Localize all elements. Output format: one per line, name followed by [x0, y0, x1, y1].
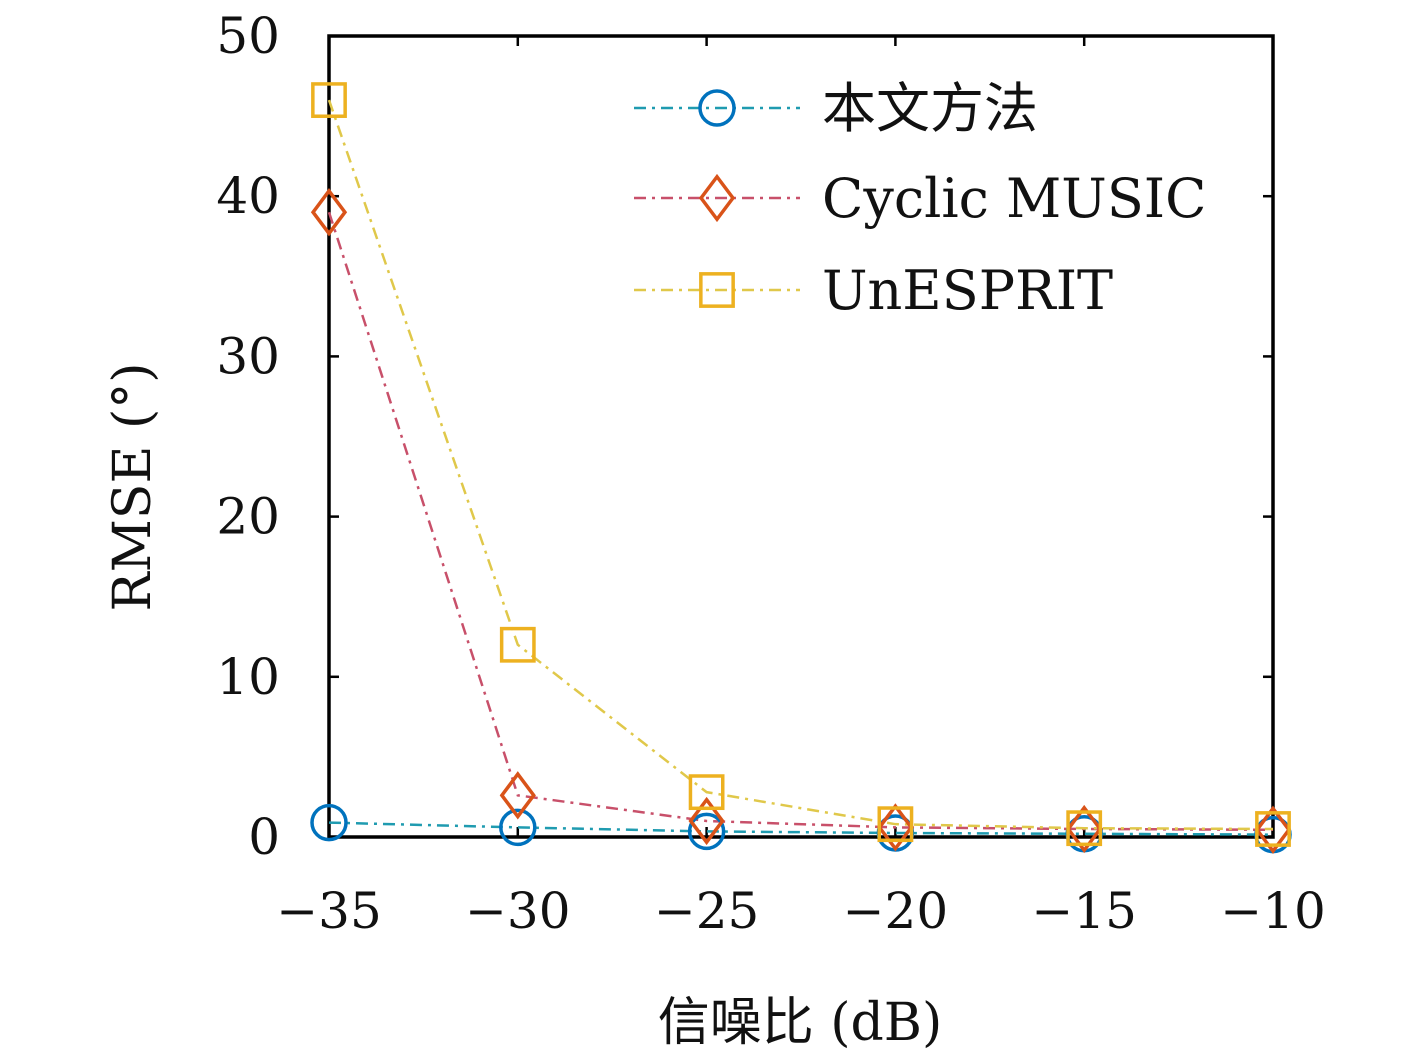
data-point — [688, 796, 725, 846]
legend-marker — [698, 89, 736, 127]
series-line — [327, 99, 1274, 831]
legend-entry: UnESPRIT — [634, 259, 1113, 322]
series-markers-2 — [311, 82, 1291, 847]
data-point — [877, 803, 914, 852]
legend-entry: 本文方法 — [634, 77, 1038, 140]
x-tick-label: −10 — [1220, 882, 1326, 940]
data-point — [499, 808, 537, 847]
legend-label: UnESPRIT — [822, 259, 1113, 322]
series-line — [327, 211, 1274, 832]
data-point — [877, 806, 914, 843]
x-axis-label: 信噪比 (dB) — [658, 993, 943, 1053]
y-axis-label: RMSE (°) — [103, 362, 163, 611]
y-axis-ticks: 0 10 20 30 40 50 — [216, 7, 1273, 866]
series-2 — [327, 99, 1274, 831]
data-point — [499, 626, 536, 663]
legend-entry: Cyclic MUSIC — [634, 167, 1206, 230]
y-tick-label: 50 — [216, 7, 280, 65]
plot-frame — [327, 34, 1275, 839]
x-tick-label: −20 — [843, 882, 949, 940]
y-tick-label: 30 — [216, 327, 280, 385]
x-tick-label: −35 — [276, 882, 382, 940]
series-0 — [328, 821, 1274, 836]
y-tick-label: 40 — [216, 167, 280, 225]
data-point — [687, 812, 726, 851]
x-tick-label: −30 — [465, 882, 571, 940]
data-point — [1254, 805, 1292, 854]
series-markers-1 — [310, 188, 1292, 854]
y-tick-label: 20 — [216, 488, 280, 546]
legend-label: Cyclic MUSIC — [822, 167, 1206, 230]
x-axis-ticks: −35 −30 −25 −20 −15 −10 — [276, 36, 1326, 940]
series-line — [328, 821, 1274, 836]
data-point — [311, 82, 347, 118]
x-tick-label: −15 — [1031, 882, 1137, 940]
data-point — [1066, 804, 1103, 854]
y-tick-label: 10 — [216, 648, 280, 706]
y-tick-label: 0 — [248, 808, 280, 866]
legend-label: 本文方法 — [822, 77, 1038, 140]
plot-area — [327, 34, 1275, 839]
series-layer — [310, 82, 1292, 854]
series-1 — [327, 211, 1274, 832]
data-point — [688, 774, 725, 811]
data-point — [310, 188, 348, 237]
data-point — [1255, 811, 1291, 847]
x-tick-label: −25 — [654, 882, 760, 940]
data-point — [499, 771, 536, 820]
data-point — [310, 803, 348, 842]
legend-marker — [698, 173, 736, 223]
legend-marker — [699, 272, 735, 308]
legend: 本文方法 Cyclic MUSIC UnESPRIT — [634, 77, 1206, 322]
data-point — [1066, 810, 1103, 847]
